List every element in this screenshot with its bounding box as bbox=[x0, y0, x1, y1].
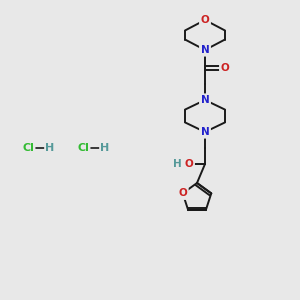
Text: H: H bbox=[100, 143, 109, 153]
Text: O: O bbox=[184, 159, 194, 169]
Text: N: N bbox=[201, 127, 209, 137]
Text: N: N bbox=[201, 95, 209, 105]
Text: O: O bbox=[178, 188, 187, 198]
Text: H: H bbox=[172, 159, 182, 169]
Text: H: H bbox=[45, 143, 55, 153]
Text: N: N bbox=[201, 45, 209, 55]
Text: Cl: Cl bbox=[22, 143, 34, 153]
Text: Cl: Cl bbox=[77, 143, 89, 153]
Text: O: O bbox=[220, 63, 230, 73]
Text: O: O bbox=[201, 15, 209, 25]
